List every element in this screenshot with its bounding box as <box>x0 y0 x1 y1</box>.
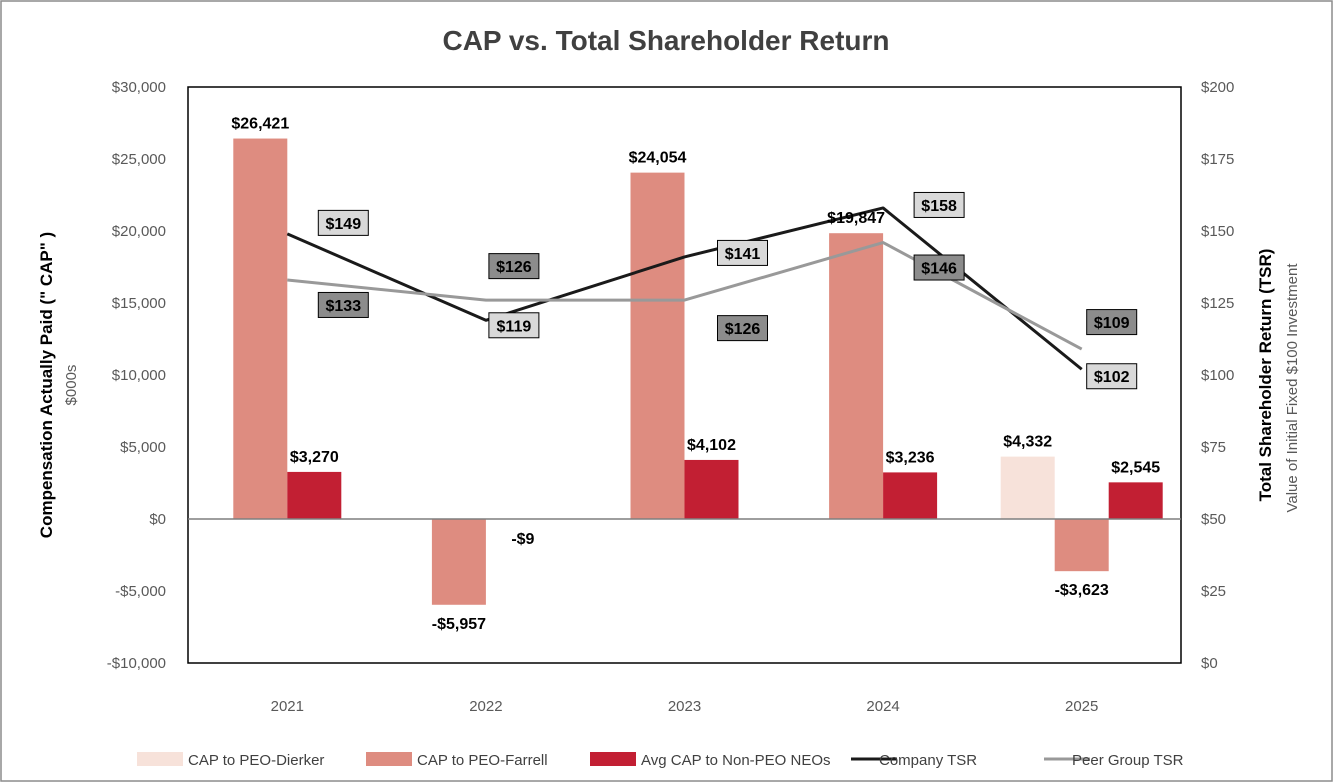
right-tick-label: $25 <box>1201 583 1226 600</box>
left-axis-ticks: -$10,000 -$5,000 $0 $5,000 $10,000 $15,000 $20… <box>107 79 166 672</box>
legend-swatch-avg-cap-to-non-peo-neos <box>590 752 636 766</box>
legend-swatch-cap-to-peo-farrell <box>366 752 412 766</box>
bar-label-cap-to-peo-farrell-2025: -$3,623 <box>1055 582 1109 599</box>
bars-group <box>233 138 1163 605</box>
tsr-label-peer-group-tsr-2022: $126 <box>496 259 532 276</box>
tsr-label-box-peer-group-tsr-2022 <box>488 253 540 280</box>
tsr-labels-group: $149 $119 $141 $158 $102 $133 $126 $126 $146 $109 <box>317 191 1138 390</box>
right-tick-label: $50 <box>1201 511 1226 528</box>
left-tick-label: $0 <box>149 511 166 528</box>
tsr-label-peer-group-tsr-2024: $146 <box>921 261 957 278</box>
bar-label-avg-cap-to-non-peo-neos-2025: $2,545 <box>1111 459 1160 476</box>
right-tick-label: $175 <box>1201 151 1234 168</box>
bar-cap-to-peo-farrell-2023 <box>630 172 685 519</box>
bar-label-cap-to-peo-farrell-2023: $24,054 <box>629 150 687 167</box>
tsr-label-peer-group-tsr-2025: $109 <box>1094 315 1130 332</box>
bar-avg-cap-to-non-peo-neos-2025 <box>1108 482 1163 519</box>
tsr-label-box-company-tsr-2025 <box>1086 363 1138 390</box>
bar-cap-to-peo-farrell-2022 <box>431 519 486 605</box>
x-axis-ticks: 2021 2022 2023 2024 2025 <box>271 698 1099 715</box>
right-tick-label: $100 <box>1201 367 1234 384</box>
left-axis-subtitle: $000s <box>63 365 80 406</box>
left-tick-label: $25,000 <box>112 151 166 168</box>
left-tick-label: -$5,000 <box>115 583 166 600</box>
bar-cap-to-peo-dierker-2025 <box>1000 456 1055 519</box>
legend-swatch-cap-to-peo-dierker <box>137 752 183 766</box>
tsr-label-company-tsr-2022: $119 <box>497 318 532 335</box>
tsr-label-peer-group-tsr-2021: $133 <box>326 298 362 315</box>
x-tick-label: 2021 <box>271 698 304 715</box>
legend-label-cap-to-peo-farrell: CAP to PEO-Farrell <box>417 752 548 769</box>
tsr-label-box-peer-group-tsr-2021 <box>317 291 369 318</box>
tsr-label-company-tsr-2024: $158 <box>921 198 957 215</box>
right-axis-title: Total Shareholder Return (TSR) <box>1256 249 1275 502</box>
tsr-label-company-tsr-2021: $149 <box>326 216 362 233</box>
left-tick-label: $15,000 <box>112 295 166 312</box>
tsr-label-box-peer-group-tsr-2023 <box>717 315 768 342</box>
bar-label-avg-cap-to-non-peo-neos-2024: $3,236 <box>886 449 935 466</box>
right-tick-label: $75 <box>1201 439 1226 456</box>
tsr-label-box-company-tsr-2022 <box>488 312 540 339</box>
bar-label-avg-cap-to-non-peo-neos-2021: $3,270 <box>290 449 339 466</box>
bar-cap-to-peo-farrell-2025 <box>1054 519 1109 572</box>
bar-label-avg-cap-to-non-peo-neos-2023: $4,102 <box>687 437 736 454</box>
left-tick-label: -$10,000 <box>107 655 166 672</box>
tsr-label-box-company-tsr-2024 <box>913 191 965 218</box>
tsr-label-company-tsr-2023: $141 <box>725 246 761 263</box>
legend: CAP to PEO-Dierker CAP to PEO-Farrell Avg … <box>137 752 1184 769</box>
x-tick-label: 2022 <box>469 698 502 715</box>
legend-label-avg-cap-to-non-peo-neos: Avg CAP to Non-PEO NEOs <box>641 752 831 769</box>
right-axis-subtitle: Value of Initial Fixed $100 Investment <box>1284 263 1301 513</box>
left-tick-label: $20,000 <box>112 223 166 240</box>
legend-label-cap-to-peo-dierker: CAP to PEO-Dierker <box>188 752 324 769</box>
x-tick-label: 2023 <box>668 698 701 715</box>
bar-label-cap-to-peo-farrell-2021: $26,421 <box>231 116 289 133</box>
tsr-label-peer-group-tsr-2023: $126 <box>725 321 761 338</box>
bar-label-cap-to-peo-farrell-2024: $19,847 <box>827 210 885 227</box>
bar-cap-to-peo-farrell-2024 <box>829 233 884 520</box>
tsr-label-box-peer-group-tsr-2025 <box>1086 309 1138 336</box>
plot-area-border <box>187 86 1182 664</box>
chart-title: CAP vs. Total Shareholder Return <box>442 25 889 56</box>
bar-avg-cap-to-non-peo-neos-2023 <box>684 459 739 519</box>
bar-label-cap-to-peo-dierker-2025: $4,332 <box>1003 434 1052 451</box>
left-axis-title: Compensation Actually Paid (" CAP" ) <box>37 232 56 538</box>
tsr-label-company-tsr-2025: $102 <box>1094 369 1130 386</box>
right-tick-label: $150 <box>1201 223 1234 240</box>
left-tick-label: $5,000 <box>120 439 166 456</box>
left-tick-label: $30,000 <box>112 79 166 96</box>
x-tick-label: 2025 <box>1065 698 1098 715</box>
right-tick-label: $200 <box>1201 79 1234 96</box>
left-tick-label: $10,000 <box>112 367 166 384</box>
right-tick-label: $125 <box>1201 295 1234 312</box>
bar-cap-to-peo-farrell-2021 <box>233 138 288 519</box>
tsr-label-box-company-tsr-2023 <box>717 239 768 266</box>
bar-avg-cap-to-non-peo-neos-2021 <box>287 471 342 519</box>
right-axis-ticks: $0 $25 $50 $75 $100 $125 $150 $175 $200 <box>1201 79 1234 672</box>
bar-labels-group: $26,421 $3,270 -$5,957 -$9 $24,054 $4,102 $19,… <box>231 116 1160 633</box>
bar-avg-cap-to-non-peo-neos-2024 <box>883 472 938 519</box>
tsr-label-box-company-tsr-2021 <box>317 209 369 236</box>
right-tick-label: $0 <box>1201 655 1218 672</box>
x-tick-label: 2024 <box>866 698 899 715</box>
bar-label-cap-to-peo-farrell-2022: -$5,957 <box>432 616 486 633</box>
legend-label-company-tsr: Company TSR <box>879 752 977 769</box>
legend-label-peer-group-tsr: Peer Group TSR <box>1072 752 1184 769</box>
tsr-label-box-peer-group-tsr-2024 <box>913 254 965 281</box>
bar-label-avg-cap-to-non-peo-neos-2022: -$9 <box>511 531 534 548</box>
